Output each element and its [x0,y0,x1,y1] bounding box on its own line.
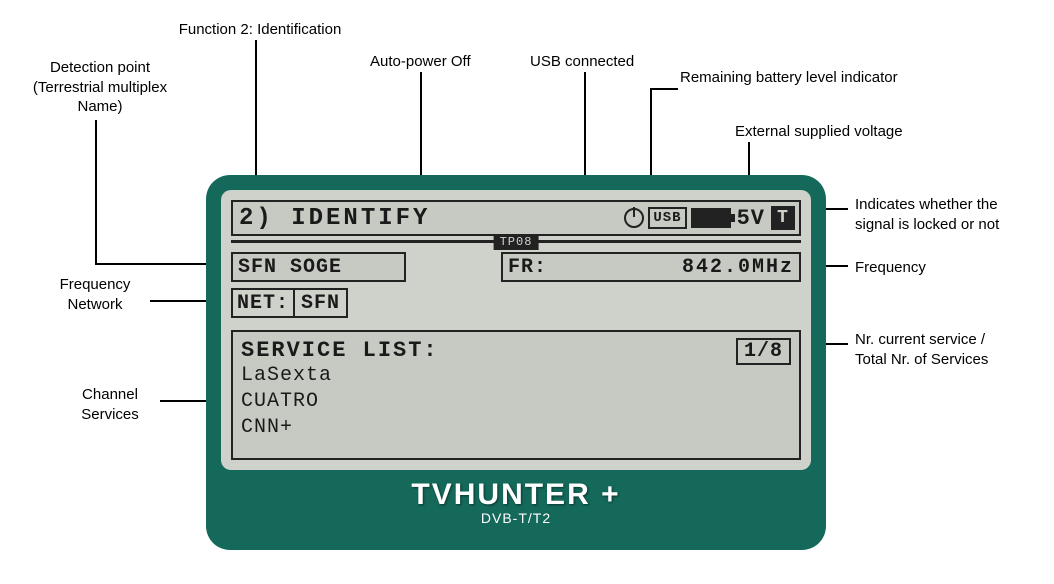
brand-subtitle: DVB-T/T2 [221,510,811,526]
label-voltage: External supplied voltage [735,122,903,142]
network-field: NET: SFN [231,288,348,318]
label-usb: USB connected [530,52,634,72]
autopower-icon [624,204,644,232]
voltage-readout: 5V [735,204,767,232]
service-list-title: SERVICE LIST: [241,338,439,363]
label-battery: Remaining battery level indicator [680,68,898,88]
label-lock: Indicates whether the signal is locked o… [855,195,1035,234]
label-function: Function 2: Identification [150,20,370,40]
frequency-label: FR: [508,256,547,279]
usb-icon: USB [648,207,686,229]
brand-title: TVHUNTER + [221,478,811,512]
label-freqnet: Frequency Network [40,275,150,314]
device-body: 2) IDENTIFY USB 5V T TP08 SFN SOGE FR: 8… [206,175,826,550]
frequency-value: 842.0MHz [682,256,794,279]
label-autopower: Auto-power Off [370,52,471,72]
network-value: SFN [293,288,348,318]
tp-label: TP08 [494,234,539,250]
network-label: NET: [231,288,295,318]
service-counter: 1/8 [736,338,791,365]
service-item: LaSexta [241,363,332,389]
label-detection: Detection point (Terrestrial multiplex N… [10,58,190,117]
mode-indicator: 2) IDENTIFY [233,205,430,232]
service-list-box: SERVICE LIST: LaSexta CUATRO CNN+ 1/8 [231,330,801,460]
label-channels: Channel Services [60,385,160,424]
status-bar: 2) IDENTIFY USB 5V T [231,200,801,236]
lock-indicator-icon: T [771,206,795,230]
frequency-readout: FR: 842.0MHz [501,252,801,282]
device-brand: TVHUNTER + DVB-T/T2 [221,478,811,526]
service-item: CUATRO [241,389,319,415]
lcd-screen: 2) IDENTIFY USB 5V T TP08 SFN SOGE FR: 8… [221,190,811,470]
service-item: CNN+ [241,415,293,441]
label-frequency: Frequency [855,258,926,278]
multiplex-name: SFN SOGE [231,252,406,282]
battery-icon [691,208,731,228]
label-svccount: Nr. current service / Total Nr. of Servi… [855,330,1035,369]
